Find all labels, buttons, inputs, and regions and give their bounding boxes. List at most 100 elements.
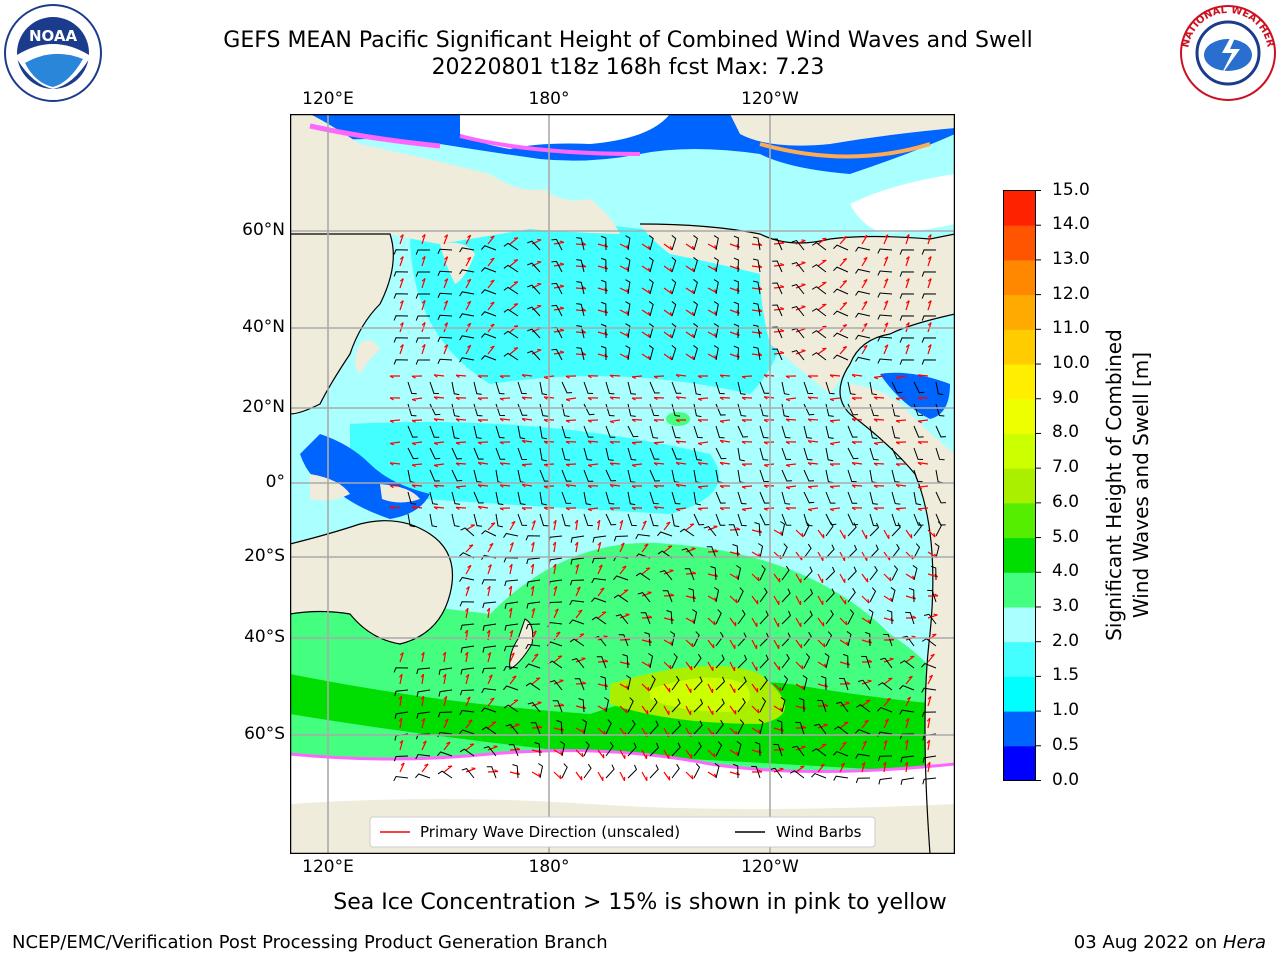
- wave-direction-arrow: [839, 573, 846, 584]
- wind-barb: [791, 283, 805, 295]
- wind-barb: [527, 240, 541, 251]
- wave-direction-arrowhead: [851, 507, 856, 511]
- wind-barb: [538, 763, 544, 779]
- wave-direction-arrow: [531, 520, 536, 531]
- wave-direction-arrow: [883, 344, 889, 355]
- colorbar-swatch: [1003, 259, 1036, 296]
- wind-barb: [776, 719, 783, 735]
- wind-barb: [733, 257, 739, 273]
- wind-barb: [600, 279, 607, 295]
- wind-barb: [591, 616, 607, 625]
- wind-barb: [825, 513, 837, 526]
- wave-direction-arrow: [905, 234, 910, 245]
- wave-direction-arrowhead: [420, 673, 425, 678]
- wave-direction-arrow: [883, 551, 891, 561]
- wave-direction-arrow: [619, 771, 626, 782]
- wind-barb: [583, 447, 593, 461]
- wave-direction-arrowhead: [565, 420, 570, 423]
- wind-barb: [437, 358, 453, 365]
- wave-direction-arrow: [421, 718, 426, 729]
- wind-barb: [833, 288, 849, 295]
- lon-tick-bottom: 120°W: [741, 857, 799, 877]
- wave-direction-arrowhead: [559, 284, 565, 287]
- wave-direction-arrowhead: [521, 483, 526, 488]
- wave-direction-arrowhead: [531, 541, 535, 546]
- wind-barb: [517, 425, 526, 440]
- wind-barb: [451, 491, 460, 505]
- wave-direction-arrow: [817, 347, 827, 355]
- wind-barb: [512, 764, 519, 779]
- wind-barb: [495, 513, 503, 528]
- wind-barb: [900, 777, 915, 785]
- wave-direction-arrowhead: [565, 484, 570, 488]
- wind-barb: [569, 579, 585, 586]
- wave-direction-arrowhead: [559, 679, 564, 682]
- wave-direction-arrow: [443, 765, 453, 773]
- wind-barb: [693, 720, 703, 735]
- wave-direction-arrowhead: [433, 506, 438, 510]
- wave-direction-arrow: [553, 586, 558, 597]
- wave-direction-arrowhead: [697, 375, 702, 379]
- wind-barb: [772, 348, 783, 361]
- wind-barb: [459, 291, 475, 297]
- wave-direction-arrowhead: [509, 563, 513, 568]
- wave-direction-arrowhead: [697, 507, 702, 511]
- wave-direction-arrowhead: [719, 507, 724, 511]
- wind-barb: [693, 676, 703, 691]
- sea-ice-fringe: [459, 134, 641, 156]
- wind-barb: [833, 266, 849, 273]
- wave-direction-arrowhead: [487, 651, 492, 656]
- wave-direction-arrow: [852, 462, 863, 465]
- wind-barb: [715, 425, 725, 439]
- wave-direction-arrow: [905, 344, 910, 355]
- wind-barb: [648, 257, 654, 273]
- wind-barb: [833, 354, 849, 361]
- wave-direction-arrow: [641, 309, 651, 317]
- wind-barb: [459, 576, 475, 582]
- wave-direction-arrowhead: [399, 256, 404, 260]
- wind-barb: [733, 345, 739, 361]
- wind-barb: [891, 469, 900, 483]
- wave-direction-arrowhead: [587, 397, 592, 401]
- wave-direction-arrowhead: [399, 322, 404, 326]
- colorbar-swatch: [1003, 676, 1036, 712]
- wave-direction-arrowhead: [557, 655, 563, 658]
- wave-direction-arrow: [817, 237, 827, 245]
- wave-direction-arrow: [641, 243, 651, 251]
- wind-barb: [525, 644, 541, 650]
- wave-direction-arrow: [641, 520, 647, 531]
- wave-direction-arrowhead: [552, 541, 557, 546]
- wind-barb: [393, 776, 409, 782]
- wind-barb: [481, 530, 497, 537]
- wave-direction-arrowhead: [713, 620, 716, 626]
- wave-direction-arrowhead: [487, 585, 491, 590]
- wind-barb: [570, 557, 585, 565]
- wave-direction-arrow: [839, 721, 849, 729]
- wind-barb: [530, 722, 541, 735]
- wind-barb: [890, 587, 896, 603]
- wave-direction-arrowhead: [886, 697, 891, 701]
- wave-direction-arrowhead: [780, 350, 785, 354]
- wind-barb: [671, 257, 677, 273]
- wave-direction-arrowhead: [582, 330, 587, 334]
- wave-direction-arrowhead: [631, 418, 636, 423]
- wave-direction-arrowhead: [842, 345, 847, 349]
- wave-direction-arrow: [883, 762, 887, 773]
- wave-direction-arrowhead: [537, 701, 542, 704]
- wave-direction-arrowhead: [863, 300, 868, 304]
- wave-direction-arrowhead: [565, 398, 571, 402]
- wind-barb: [877, 248, 893, 254]
- wind-barb: [625, 279, 631, 295]
- wave-direction-arrow: [641, 567, 651, 575]
- wind-barb: [913, 491, 922, 506]
- wave-direction-arrowhead: [508, 607, 513, 612]
- wind-barb: [393, 271, 409, 277]
- wave-direction-arrowhead: [912, 615, 917, 619]
- wave-direction-arrowhead: [883, 740, 888, 744]
- wave-direction-arrow: [575, 353, 587, 356]
- wave-direction-arrow: [619, 749, 626, 760]
- wind-barb: [759, 610, 769, 625]
- wave-direction-arrowhead: [829, 442, 835, 446]
- wind-barb: [437, 711, 453, 718]
- wind-barb: [649, 469, 660, 482]
